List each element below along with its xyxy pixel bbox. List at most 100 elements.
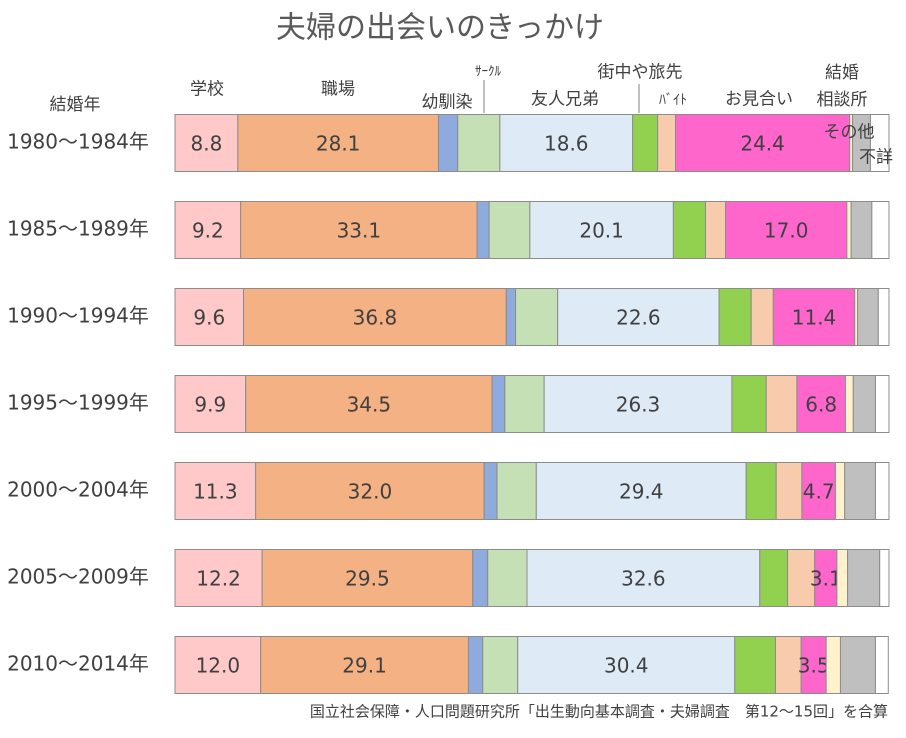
bar-segment bbox=[174, 288, 245, 346]
bar-segment bbox=[505, 288, 517, 346]
bar-segment bbox=[765, 375, 798, 433]
data-label: 29.1 bbox=[342, 654, 387, 678]
chart-title: 夫婦の出会いのきっかけ bbox=[276, 11, 604, 46]
data-label: 22.6 bbox=[616, 306, 661, 330]
data-label: 36.8 bbox=[353, 306, 398, 330]
axis-label: 結婚年 bbox=[50, 95, 101, 115]
legend-label: 学校 bbox=[190, 79, 224, 100]
bar-segment bbox=[850, 201, 873, 259]
bar-segment bbox=[496, 462, 537, 520]
bar-segment bbox=[839, 636, 876, 694]
bar-segment bbox=[529, 201, 674, 259]
legend-label: 幼馴染 bbox=[421, 92, 473, 113]
bar-segment bbox=[836, 549, 849, 607]
bar-segment bbox=[255, 462, 485, 520]
legend-label: ｻｰｸﾙ bbox=[475, 64, 501, 80]
bar-segment bbox=[174, 114, 239, 172]
bar-segment bbox=[745, 462, 777, 520]
data-label: 32.0 bbox=[348, 480, 393, 504]
data-label: 24.4 bbox=[740, 132, 785, 156]
data-label: 8.8 bbox=[191, 132, 223, 156]
bar-segment bbox=[844, 462, 876, 520]
bar-segment bbox=[874, 375, 890, 433]
bar-segment bbox=[879, 549, 890, 607]
data-label: 34.5 bbox=[347, 393, 392, 417]
bar-segment bbox=[718, 288, 752, 346]
source: 国立社会保障・人口問題研究所「出生動向基本調査・夫婦調査 第12～15回」を合算 bbox=[310, 703, 888, 721]
bar-segment bbox=[657, 114, 677, 172]
data-label: 11.4 bbox=[792, 306, 837, 330]
bar-segment bbox=[488, 201, 531, 259]
data-label: 33.1 bbox=[337, 219, 382, 243]
bar-segment bbox=[775, 462, 803, 520]
legend-label: その他 bbox=[823, 122, 875, 143]
y-tick-label: 1980～1984年 bbox=[7, 130, 149, 154]
bar-segment bbox=[877, 288, 890, 346]
bar-segment bbox=[672, 201, 707, 259]
data-label: 17.0 bbox=[764, 219, 809, 243]
bar-segment bbox=[482, 636, 519, 694]
data-label: 28.1 bbox=[316, 132, 361, 156]
bar-segment bbox=[874, 636, 889, 694]
bar-segment bbox=[869, 114, 890, 172]
legend-label: 結婚 相談所 bbox=[816, 63, 868, 110]
data-label: 12.2 bbox=[196, 567, 241, 591]
bar-segment bbox=[517, 636, 736, 694]
bar-segment bbox=[750, 288, 774, 346]
legend-label: 街中や旅先 bbox=[597, 62, 683, 83]
bar-segment bbox=[844, 375, 854, 433]
data-label: 4.7 bbox=[803, 480, 835, 504]
legend-label: 不詳 bbox=[859, 147, 893, 168]
bar-segment bbox=[174, 201, 242, 259]
bar-segment bbox=[526, 549, 761, 607]
data-label: 29.4 bbox=[619, 480, 664, 504]
data-label: 9.2 bbox=[192, 219, 224, 243]
bar-segment bbox=[632, 114, 659, 172]
bar-segment bbox=[852, 375, 876, 433]
bar-segment bbox=[871, 201, 890, 259]
data-label: 18.6 bbox=[544, 132, 589, 156]
bar-segment bbox=[759, 549, 789, 607]
bar-segment bbox=[245, 375, 493, 433]
data-label: 32.6 bbox=[621, 567, 666, 591]
data-label: 29.5 bbox=[345, 567, 390, 591]
bar-segment bbox=[174, 375, 247, 433]
bar-segment bbox=[543, 375, 733, 433]
bar-segment bbox=[261, 549, 474, 607]
bar-segment bbox=[535, 462, 747, 520]
legend-label: ﾊﾞｲﾄ bbox=[659, 92, 687, 109]
bar-segment bbox=[237, 114, 439, 172]
bar-segment bbox=[834, 462, 846, 520]
bar-segment bbox=[857, 288, 879, 346]
bar-segment bbox=[515, 288, 559, 346]
bar-segment bbox=[472, 549, 489, 607]
bar-segment bbox=[801, 462, 836, 520]
data-label: 11.3 bbox=[193, 480, 238, 504]
bar-segment bbox=[734, 636, 776, 694]
data-label: 3.5 bbox=[798, 654, 830, 678]
bar-segment bbox=[174, 462, 257, 520]
y-tick-label: 2000～2004年 bbox=[7, 478, 149, 502]
bar-segment bbox=[787, 549, 816, 607]
data-label: 12.0 bbox=[196, 654, 241, 678]
bar-segment bbox=[174, 549, 263, 607]
bar-segment bbox=[467, 636, 484, 694]
bar-segment bbox=[487, 549, 528, 607]
legend-label: 友人兄弟 bbox=[531, 89, 599, 110]
legend-label: 職場 bbox=[321, 79, 355, 100]
data-label: 6.8 bbox=[805, 393, 837, 417]
y-tick-label: 1985～1989年 bbox=[7, 217, 149, 241]
bar-segment bbox=[825, 636, 841, 694]
bar-segment bbox=[874, 462, 890, 520]
data-label: 30.4 bbox=[604, 654, 649, 678]
bar-segment bbox=[499, 114, 634, 172]
bar-segment bbox=[483, 462, 498, 520]
data-label: 9.6 bbox=[193, 306, 225, 330]
data-label: 20.1 bbox=[579, 219, 624, 243]
bar-segment bbox=[504, 375, 545, 433]
bar-segment bbox=[724, 201, 848, 259]
bar-segment bbox=[731, 375, 767, 433]
bar-segment bbox=[705, 201, 726, 259]
